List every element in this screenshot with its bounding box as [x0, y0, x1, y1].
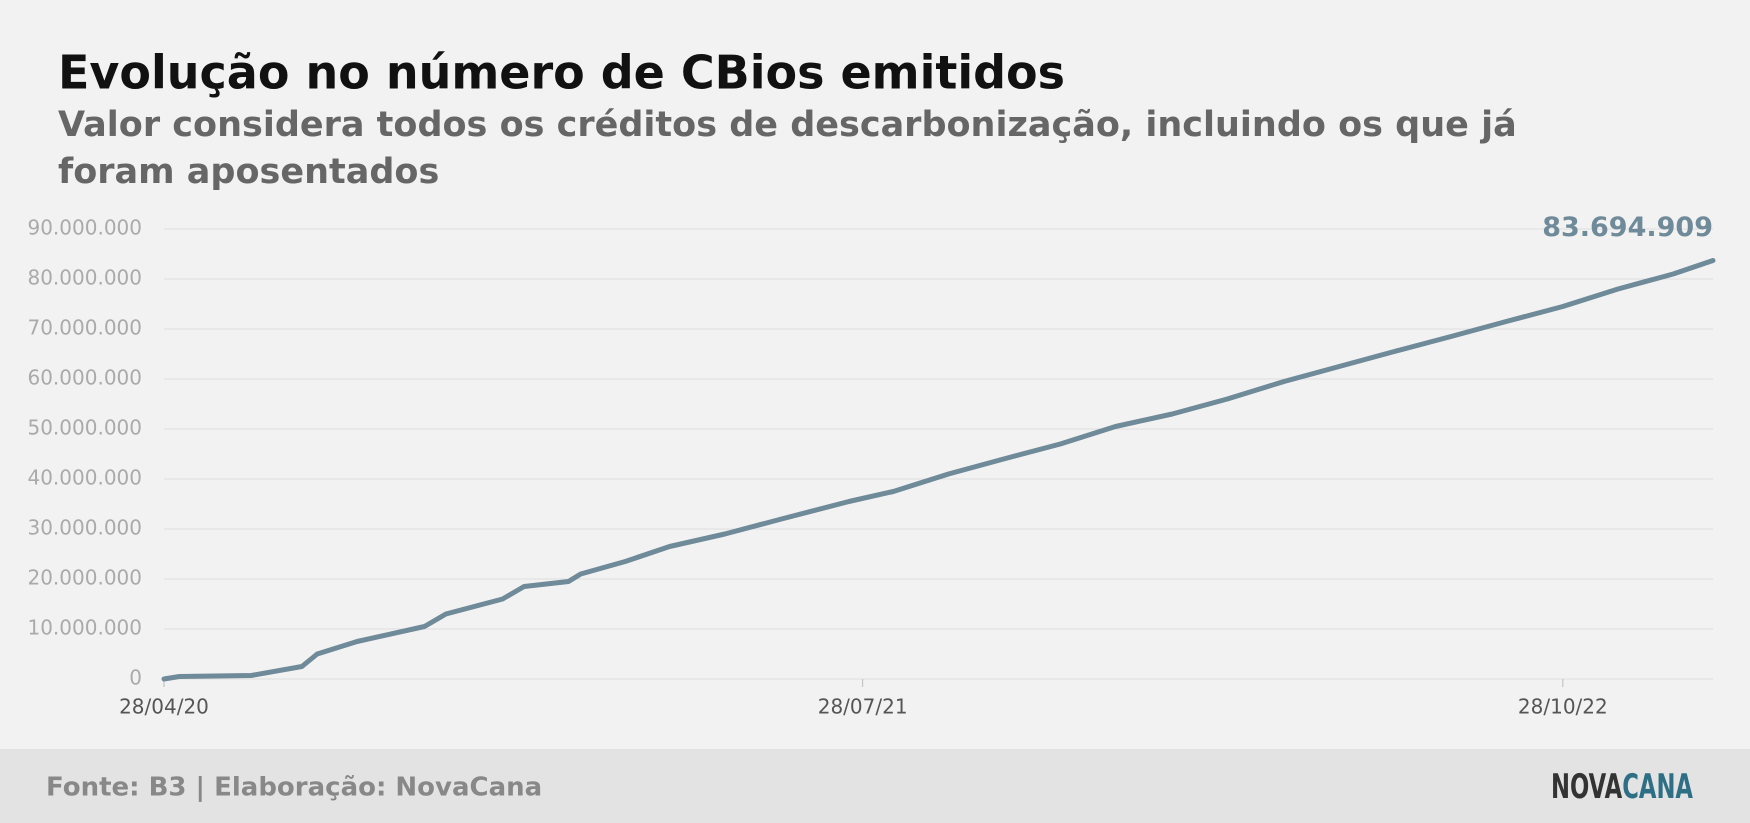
line	[161, 258, 1716, 682]
chart-subtitle: foram aposentados	[58, 152, 439, 192]
y-tick-label: 90.000.000	[27, 216, 142, 240]
footer-band	[0, 749, 1750, 823]
chart-title: Evolução no número de CBios emitidos	[58, 46, 1065, 100]
y-tick-label: 80.000.000	[27, 266, 142, 290]
chart-subtitle: Valor considera todos os créditos de des…	[58, 105, 1517, 145]
x-tick-label: 28/07/21	[818, 695, 908, 719]
y-tick-label: 50.000.000	[27, 416, 142, 440]
x-tick-label: 28/10/22	[1518, 695, 1608, 719]
y-tick-label: 20.000.000	[27, 566, 142, 590]
y-tick-label: 60.000.000	[27, 366, 142, 390]
y-tick-label: 70.000.000	[27, 316, 142, 340]
y-tick-label: 30.000.000	[27, 516, 142, 540]
source: Fonte: B3 | Elaboração: NovaCana	[46, 773, 542, 803]
value-label: 83.694.909	[1542, 212, 1713, 243]
x-tick-label: 28/04/20	[119, 695, 209, 719]
y-tick-label: 40.000.000	[27, 466, 142, 490]
logo-part: CANA	[1622, 767, 1693, 807]
logo-part: NOVA	[1551, 767, 1623, 807]
logo: NOVACANA	[1551, 767, 1693, 807]
y-tick-label: 0	[129, 666, 142, 690]
y-tick-label: 10.000.000	[27, 616, 142, 640]
